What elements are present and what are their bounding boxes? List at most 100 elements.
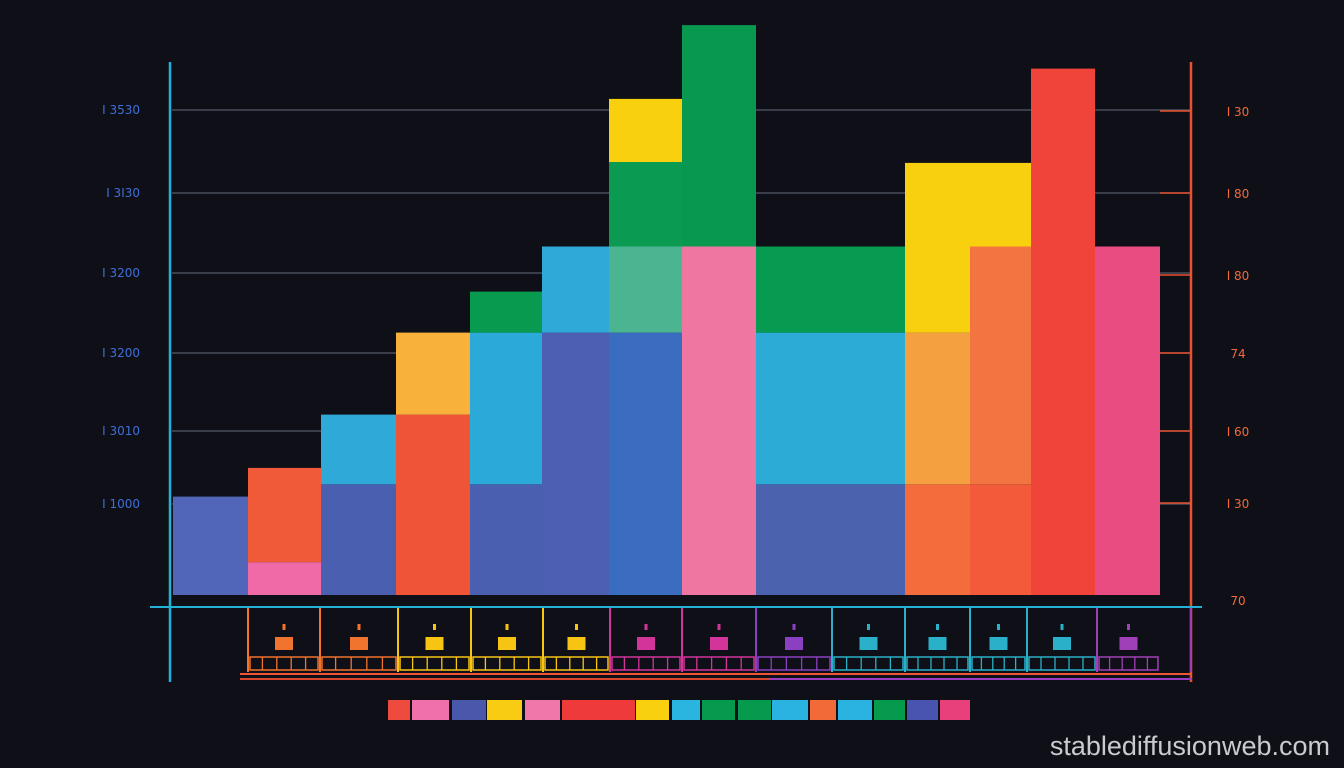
bar-11-segment-2 (970, 162, 1031, 247)
ruler-cell-9 (906, 656, 969, 671)
bar-11-segment-0 (970, 484, 1031, 595)
bar-10-segment-1 (905, 332, 970, 485)
ruler-tick-0 (282, 624, 286, 630)
ruler-marker-4 (567, 637, 586, 650)
legend-swatch-7 (636, 700, 669, 720)
ruler-tick-5 (644, 624, 648, 630)
right-axis-ticks: I 30 I 80 I 80 74 I 60 I 30 70 (1160, 105, 1249, 608)
ruler-tick-8 (867, 624, 870, 630)
ruler-cell-10 (971, 656, 1026, 671)
bar-8-segment-2 (756, 246, 831, 333)
ruler-cell-1 (321, 656, 397, 671)
bar-0-segment-0 (173, 496, 248, 595)
ruler-tick-11 (1060, 624, 1064, 630)
bar-7-segment-1 (682, 25, 756, 247)
bar-8-segment-0 (756, 484, 831, 595)
legend-swatch-10 (738, 700, 771, 720)
ruler-tick-6 (717, 624, 721, 630)
ruler-tick-10 (997, 624, 1000, 630)
legend-swatch-0 (388, 700, 410, 720)
bar-1-segment-1 (248, 467, 321, 563)
ruler-marker-5 (637, 637, 655, 650)
bar-2-segment-1 (321, 414, 396, 485)
bar-9-segment-1 (831, 332, 905, 485)
left-tick-label-2: I 3200 (102, 266, 140, 280)
bar-3-segment-0 (396, 414, 470, 595)
legend-swatch-14 (874, 700, 905, 720)
bar-1-segment-0 (248, 562, 321, 595)
right-tick-label-4: I 60 (1227, 425, 1250, 439)
ruler-cell-0 (249, 656, 319, 671)
legend-swatch-11 (772, 700, 808, 720)
legend-swatch-6 (600, 700, 635, 720)
right-tick-label-2: I 80 (1227, 269, 1250, 283)
legend-swatches (388, 700, 970, 720)
bar-13-segment-0 (1095, 246, 1160, 595)
bar-8-segment-1 (756, 332, 831, 485)
ruler-tick-4 (575, 624, 578, 630)
ruler-marker-8 (859, 637, 878, 650)
left-tick-label-0: I 3530 (102, 103, 140, 117)
left-axis-ticks: I 3530 I 3I30 I 3200 I 3200 I 3010 I 1000 (102, 103, 140, 511)
ruler-marker-1 (350, 637, 368, 650)
ruler-tick-9 (936, 624, 939, 630)
right-tick-label-5: I 30 (1227, 497, 1250, 511)
watermark: stablediffusionweb.com (1049, 731, 1330, 761)
ruler-cell-8 (833, 656, 904, 671)
ruler-cell-4 (544, 656, 609, 671)
left-tick-label-5: I 1000 (102, 497, 140, 511)
bar-2-segment-0 (321, 484, 396, 595)
bar-10-segment-0 (905, 484, 970, 595)
right-tick-label-6: 70 (1230, 594, 1245, 608)
ruler-cell-3 (472, 656, 542, 671)
legend-swatch-8 (672, 700, 700, 720)
ruler-marker-10 (989, 637, 1008, 650)
bar-10-segment-2 (905, 162, 970, 333)
bar-5-segment-0 (542, 332, 609, 595)
bar-6-segment-3 (609, 98, 682, 162)
ruler-marker-12 (1119, 637, 1138, 650)
bar-9-segment-2 (831, 246, 905, 333)
ruler-cell-5 (611, 656, 681, 671)
legend-swatch-16 (940, 700, 970, 720)
bar-4-segment-2 (470, 291, 542, 333)
legend-swatch-2 (452, 700, 486, 720)
ruler-tick-12 (1127, 624, 1130, 630)
legend-swatch-15 (907, 700, 938, 720)
ruler-cell-6 (683, 656, 755, 671)
bar-11-segment-1 (970, 246, 1031, 485)
ruler-cell-12 (1098, 656, 1159, 671)
ruler-tick-2 (433, 624, 436, 630)
bar-4-segment-0 (470, 484, 542, 595)
ruler-marker-7 (785, 637, 803, 650)
legend-swatch-13 (838, 700, 872, 720)
category-ruler (240, 608, 1192, 680)
ruler-marker-0 (275, 637, 293, 650)
legend-swatch-9 (702, 700, 735, 720)
ruler-marker-2 (425, 637, 444, 650)
ruler-cell-7 (757, 656, 831, 671)
legend-swatch-4 (525, 700, 560, 720)
legend-swatch-1 (412, 700, 449, 720)
left-tick-label-4: I 3010 (102, 424, 140, 438)
ruler-tick-7 (792, 624, 796, 630)
legend-swatch-12 (810, 700, 836, 720)
bars (173, 25, 1160, 596)
axes (150, 62, 1202, 682)
ruler-cell-11 (1028, 656, 1096, 671)
ruler-marker-9 (928, 637, 947, 650)
bar-3-segment-1 (396, 332, 470, 415)
bar-6-segment-2 (609, 162, 682, 247)
ruler-marker-3 (498, 637, 516, 650)
ruler-cell-2 (399, 656, 470, 671)
ruler-tick-1 (357, 624, 361, 630)
bar-6-segment-0 (609, 332, 682, 595)
legend-swatch-3 (487, 700, 522, 720)
right-tick-label-0: I 30 (1227, 105, 1250, 119)
bar-9-segment-0 (831, 484, 905, 595)
ruler-marker-6 (710, 637, 728, 650)
bar-7-segment-0 (682, 246, 756, 595)
left-tick-label-3: I 3200 (102, 346, 140, 360)
ruler-marker-11 (1053, 637, 1071, 650)
